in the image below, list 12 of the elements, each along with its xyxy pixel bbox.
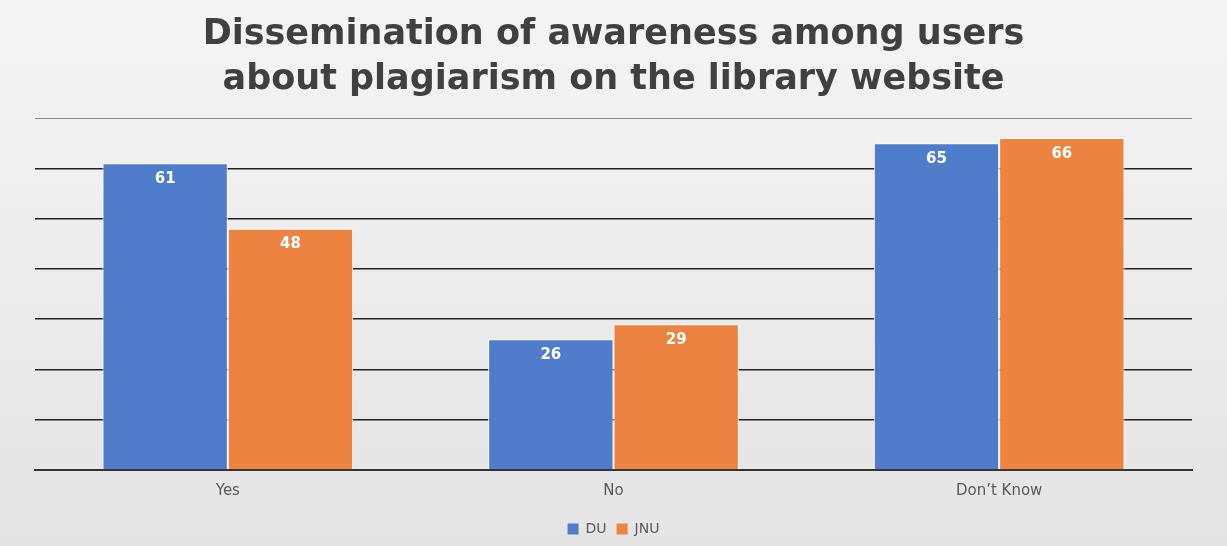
data-label: 61 — [154, 168, 176, 187]
legend-label: JNU — [633, 519, 660, 536]
data-label: 66 — [1051, 143, 1073, 162]
x-tick-label: No — [603, 480, 624, 499]
data-label: 48 — [280, 234, 301, 253]
x-tick-label: Don’t Know — [955, 480, 1043, 499]
data-label: 29 — [665, 329, 687, 348]
data-label: 65 — [926, 148, 947, 167]
x-tick-label: Yes — [214, 480, 241, 499]
legend-label: DU — [585, 519, 607, 536]
data-label: 26 — [540, 344, 562, 363]
chart-title: Dissemination of awareness among users about plagiarism on the library website — [201, 11, 1026, 99]
